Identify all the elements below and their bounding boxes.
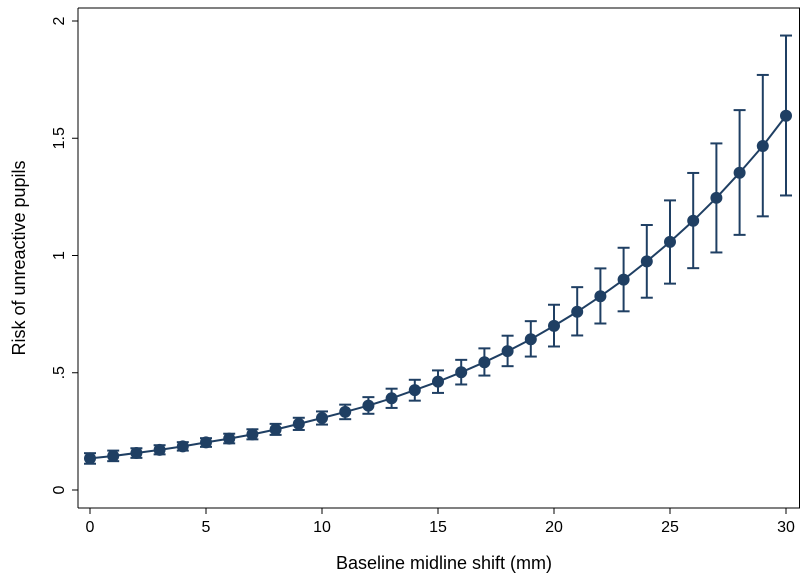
axes: [77, 7, 800, 509]
data-points: [84, 109, 792, 465]
data-point: [664, 235, 676, 248]
data-point: [362, 399, 375, 412]
x-tick-label: 10: [313, 519, 331, 536]
data-point: [548, 319, 560, 332]
x-tick-label: 0: [86, 519, 95, 536]
series-line: [89, 115, 787, 460]
data-point: [385, 392, 398, 405]
x-tick-label: 5: [202, 519, 211, 536]
x-tick-label: 30: [777, 519, 795, 536]
x-tick-label: 15: [429, 519, 447, 536]
data-point: [571, 305, 584, 318]
data-point: [733, 166, 746, 179]
data-point: [455, 366, 468, 379]
data-point: [478, 356, 491, 369]
data-point: [107, 449, 120, 462]
data-point: [223, 432, 236, 445]
data-point: [153, 443, 166, 456]
data-point: [339, 405, 352, 418]
y-axis-title: Risk of unreactive pupils: [9, 160, 29, 355]
data-point: [756, 139, 769, 152]
data-point: [84, 452, 96, 465]
error-bars: [84, 34, 792, 465]
x-tick-label: 25: [661, 519, 679, 536]
data-point: [200, 436, 212, 449]
data-point: [687, 214, 700, 227]
data-point: [316, 412, 328, 425]
data-point: [408, 384, 421, 397]
y-tick-label: 2: [51, 16, 68, 25]
data-point: [640, 255, 653, 268]
data-point: [292, 417, 305, 430]
y-tick-label: 1: [51, 251, 68, 260]
data-point: [432, 375, 444, 388]
data-point: [524, 333, 537, 346]
x-axis-title: Baseline midline shift (mm): [336, 553, 552, 573]
data-point: [176, 440, 189, 453]
data-point: [501, 345, 514, 358]
data-point: [617, 273, 630, 286]
x-tick-label: 20: [545, 519, 563, 536]
axis-ticks: 0 5 10 15 20 25 30 0 .5 1 1.5 2: [51, 16, 795, 536]
y-tick-label: 0: [51, 485, 68, 494]
data-point: [594, 290, 607, 303]
y-tick-label: 1.5: [51, 127, 68, 149]
data-point: [710, 191, 723, 204]
data-point: [269, 423, 282, 436]
y-tick-label: .5: [51, 366, 68, 379]
data-point: [130, 446, 143, 459]
data-point: [246, 428, 259, 441]
data-point: [780, 109, 792, 122]
